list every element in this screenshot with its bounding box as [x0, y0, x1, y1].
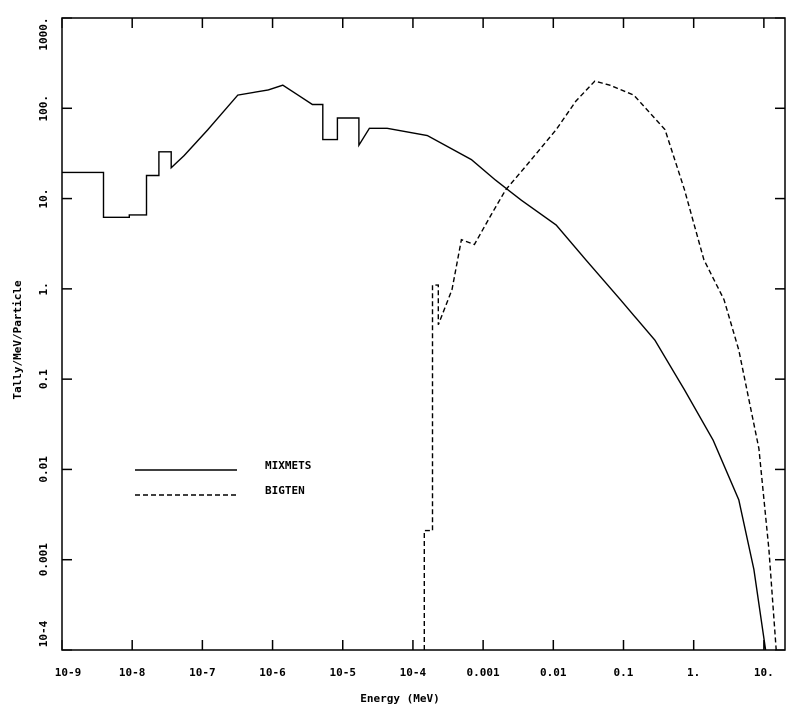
y-tick-label: 10. — [37, 189, 50, 209]
y-tick-label: 0.1 — [37, 369, 50, 389]
x-tick-label: 0.1 — [614, 666, 634, 679]
x-tick-label: 1. — [687, 666, 700, 679]
y-tick-label: 1. — [37, 282, 50, 295]
series-line — [423, 80, 777, 651]
x-tick-label: 0.001 — [467, 666, 500, 679]
x-tick-label: 10. — [754, 666, 774, 679]
y-tick-label: 0.001 — [37, 543, 50, 576]
y-tick-label: 1000. — [37, 17, 50, 50]
x-tick-label: 10-7 — [189, 666, 216, 679]
legend-label: BIGTEN — [265, 484, 305, 497]
x-tick-label: 10-6 — [259, 666, 286, 679]
plot-frame — [61, 17, 786, 651]
x-tick-label: 10-8 — [119, 666, 146, 679]
y-tick-label: 10-4 — [37, 620, 50, 647]
legend-label: MIXMETS — [265, 459, 311, 472]
y-axis-label: Tally/MeV/Particle — [11, 280, 24, 400]
x-tick-label: 10-5 — [329, 666, 356, 679]
x-axis-label: Energy (MeV) — [360, 692, 439, 705]
x-tick-label: 10-9 — [55, 666, 82, 679]
y-tick-label: 100. — [37, 95, 50, 122]
y-tick-label: 0.01 — [37, 456, 50, 483]
x-tick-label: 0.01 — [540, 666, 567, 679]
x-tick-label: 10-4 — [400, 666, 427, 679]
series-line — [62, 84, 767, 651]
